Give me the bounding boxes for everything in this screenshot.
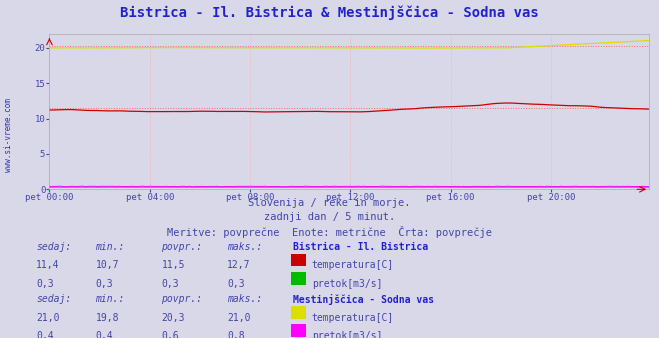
Text: 10,7: 10,7 [96,260,119,270]
Text: Bistrica - Il. Bistrica: Bistrica - Il. Bistrica [293,242,428,252]
Text: 0,3: 0,3 [36,279,54,289]
Text: Bistrica - Il. Bistrica & Mestinjščica - Sodna vas: Bistrica - Il. Bistrica & Mestinjščica -… [120,5,539,20]
Text: 0,4: 0,4 [96,331,113,338]
Text: pretok[m3/s]: pretok[m3/s] [312,279,382,289]
Text: 20,3: 20,3 [161,313,185,323]
Text: 12,7: 12,7 [227,260,251,270]
Text: 0,3: 0,3 [227,279,245,289]
Text: povpr.:: povpr.: [161,242,202,252]
Text: sedaj:: sedaj: [36,242,71,252]
Text: zadnji dan / 5 minut.: zadnji dan / 5 minut. [264,212,395,222]
Text: temperatura[C]: temperatura[C] [312,313,394,323]
Text: 0,4: 0,4 [36,331,54,338]
Text: 0,8: 0,8 [227,331,245,338]
Text: 0,3: 0,3 [161,279,179,289]
Text: Meritve: povprečne  Enote: metrične  Črta: povprečje: Meritve: povprečne Enote: metrične Črta:… [167,226,492,238]
Text: 0,6: 0,6 [161,331,179,338]
Text: maks.:: maks.: [227,242,262,252]
Text: min.:: min.: [96,242,125,252]
Text: Slovenija / reke in morje.: Slovenija / reke in morje. [248,198,411,208]
Text: 19,8: 19,8 [96,313,119,323]
Text: sedaj:: sedaj: [36,294,71,304]
Text: 21,0: 21,0 [36,313,60,323]
Text: maks.:: maks.: [227,294,262,304]
Text: pretok[m3/s]: pretok[m3/s] [312,331,382,338]
Text: 11,4: 11,4 [36,260,60,270]
Text: 0,3: 0,3 [96,279,113,289]
Text: povpr.:: povpr.: [161,294,202,304]
Text: www.si-vreme.com: www.si-vreme.com [4,98,13,172]
Text: 11,5: 11,5 [161,260,185,270]
Text: temperatura[C]: temperatura[C] [312,260,394,270]
Text: Mestinjščica - Sodna vas: Mestinjščica - Sodna vas [293,294,434,305]
Text: min.:: min.: [96,294,125,304]
Text: 21,0: 21,0 [227,313,251,323]
